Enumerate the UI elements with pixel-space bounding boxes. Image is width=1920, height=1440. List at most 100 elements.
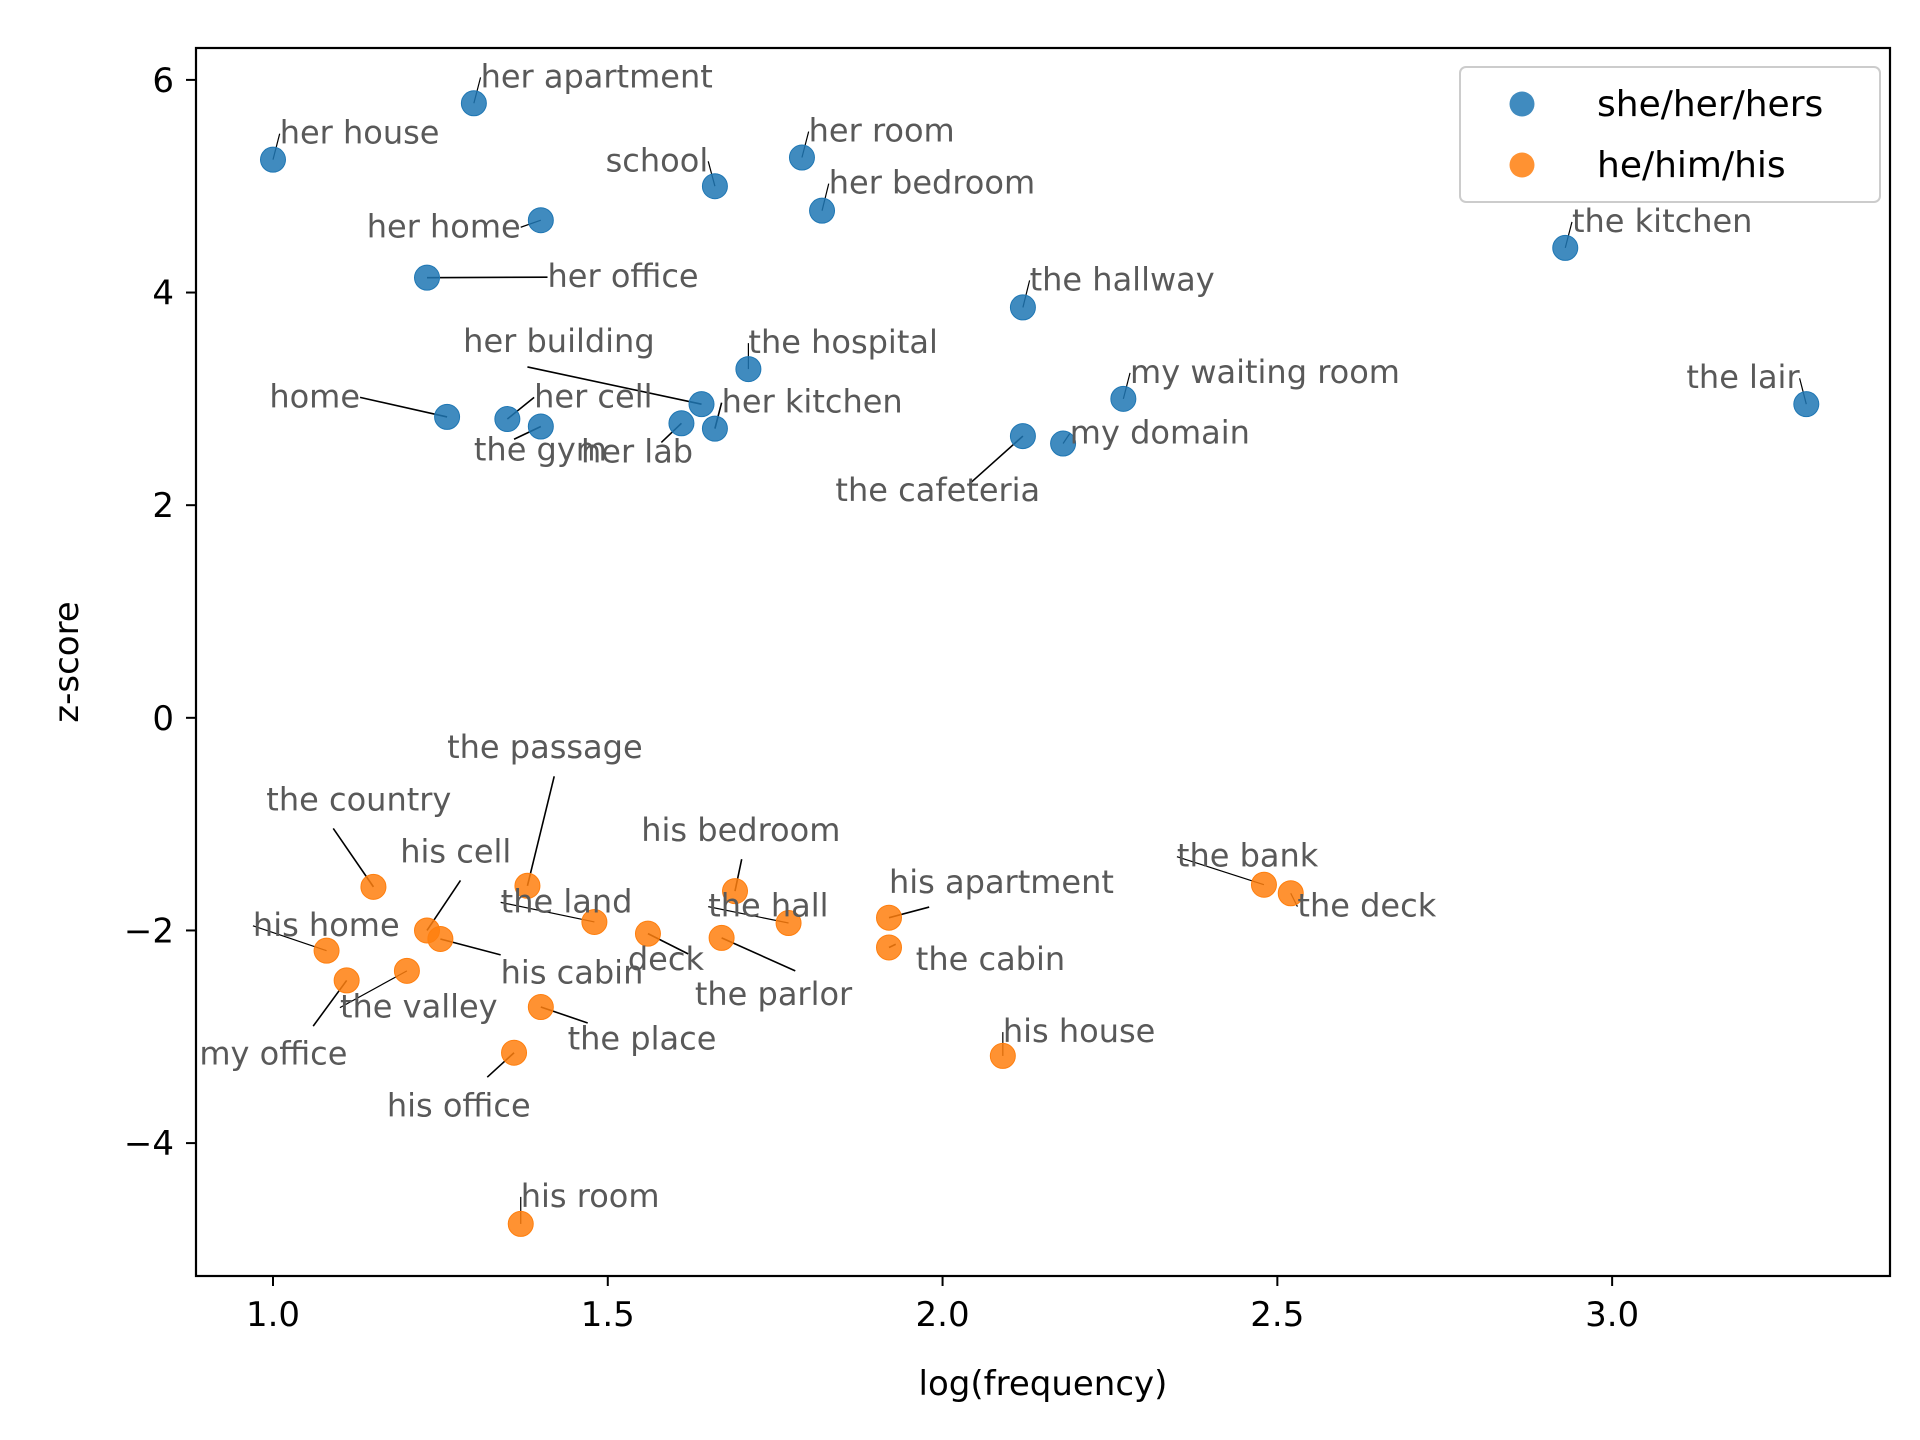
point-label: the passage (447, 728, 643, 766)
scatter-point-he (876, 934, 902, 961)
scatter-point-he (1250, 871, 1277, 898)
point-label: her lab (581, 433, 693, 471)
scatter-point-he (393, 957, 420, 984)
scatter-point-she (1009, 294, 1036, 321)
scatter-point-he (333, 967, 360, 994)
scatter-point-she (1552, 234, 1579, 261)
legend-label-he: he/him/his (1597, 145, 1786, 186)
scatter-point-he (360, 873, 387, 900)
point-label: her kitchen (722, 383, 903, 421)
point-label: the bank (1177, 837, 1319, 875)
point-label: my domain (1070, 414, 1250, 452)
scatter-point-he (634, 920, 661, 947)
plot-area (196, 48, 1890, 1276)
x-tick-label: 1.0 (246, 1295, 300, 1335)
x-tick-label: 2.5 (1250, 1295, 1304, 1335)
point-label: his cell (400, 832, 511, 870)
point-label: his room (521, 1177, 660, 1215)
scatter-point-she (1009, 423, 1036, 450)
scatter-point-he (1277, 880, 1304, 907)
point-label: the hallway (1030, 260, 1215, 298)
scatter-point-he (427, 925, 454, 952)
point-label: the lair (1686, 358, 1800, 396)
point-label: the place (568, 1020, 717, 1058)
y-axis-ticks: −4 −2 0 2 4 6 (124, 61, 196, 1164)
point-label: the cafeteria (835, 471, 1040, 509)
point-label: her home (367, 207, 521, 245)
scatter-point-she (527, 413, 554, 440)
point-label: the gym (474, 431, 607, 469)
point-label: her room (809, 112, 955, 150)
scatter-point-he (581, 908, 608, 935)
scatter-point-she (1793, 391, 1820, 418)
point-label: the kitchen (1572, 202, 1753, 240)
label-connector (527, 366, 702, 405)
x-tick-label: 1.5 (581, 1295, 635, 1335)
scatter-point-she (260, 146, 286, 173)
label-connector (526, 776, 555, 886)
scatter-point-he (501, 1039, 528, 1066)
legend-marker-he (1509, 152, 1535, 178)
point-label: his home (253, 906, 400, 944)
point-label: his apartment (889, 863, 1114, 901)
scatter-point-she (809, 197, 836, 224)
point-label: her house (280, 114, 440, 152)
legend-marker-she (1509, 91, 1535, 117)
scatter-point-she (668, 410, 695, 437)
label-connector (359, 396, 448, 418)
point-label: the country (266, 780, 451, 818)
data-points (260, 90, 1820, 1237)
scatter-point-she (735, 356, 762, 383)
point-label: his office (387, 1087, 531, 1125)
label-connector (708, 906, 789, 924)
point-label: the deck (1297, 887, 1436, 925)
scatter-point-she (788, 144, 815, 171)
point-label: the valley (340, 988, 498, 1026)
label-connector (721, 937, 796, 972)
point-label: the cabin (916, 940, 1065, 978)
scatter-point-she (701, 173, 728, 200)
point-label: the hospital (748, 323, 937, 361)
scatter-point-she (527, 207, 554, 234)
scatter-point-he (775, 910, 802, 937)
legend-box (1459, 66, 1881, 203)
point-label: my office (199, 1034, 347, 1072)
point-label: her building (463, 322, 654, 360)
point-label: the land (501, 882, 633, 920)
scatter-point-he (876, 904, 902, 931)
y-tick-label: 4 (152, 274, 174, 314)
y-tick-label: −2 (124, 911, 174, 951)
point-label: school (606, 141, 709, 179)
point-label: my waiting room (1130, 353, 1400, 391)
scatter-point-she (688, 391, 715, 418)
scatter-point-he (527, 994, 554, 1021)
y-tick-label: −4 (124, 1124, 174, 1164)
x-axis-title: log(frequency) (919, 1364, 1168, 1404)
legend: she/her/hers he/him/his (1459, 66, 1881, 203)
y-tick-label: 0 (152, 699, 174, 739)
scatter-point-she (460, 90, 487, 117)
point-label: her apartment (481, 57, 713, 95)
x-tick-label: 3.0 (1585, 1295, 1639, 1335)
label-connector (1176, 856, 1265, 886)
point-labels: her apartment her house school her room her … (199, 57, 1800, 1215)
scatter-point-he (514, 872, 541, 899)
legend-label-she: she/her/hers (1597, 84, 1823, 125)
scatter-point-he (313, 937, 340, 964)
point-label: her office (548, 257, 699, 295)
point-label: her bedroom (829, 164, 1035, 202)
scatter-point-she (1110, 385, 1137, 412)
plot-frame (194, 46, 1892, 1278)
scatter-point-she (1050, 430, 1077, 457)
label-connector (500, 901, 595, 923)
point-label: deck (628, 940, 705, 978)
scatter-point-he (507, 1210, 534, 1237)
y-tick-label: 2 (152, 486, 174, 526)
point-label: his bedroom (641, 811, 840, 849)
point-label: her cell (534, 377, 652, 415)
point-label: his house (1003, 1012, 1156, 1050)
scatter-point-she (414, 264, 440, 291)
y-axis-title: z-score (47, 601, 87, 722)
scatter-point-she (494, 406, 521, 433)
x-tick-label: 2.0 (916, 1295, 970, 1335)
